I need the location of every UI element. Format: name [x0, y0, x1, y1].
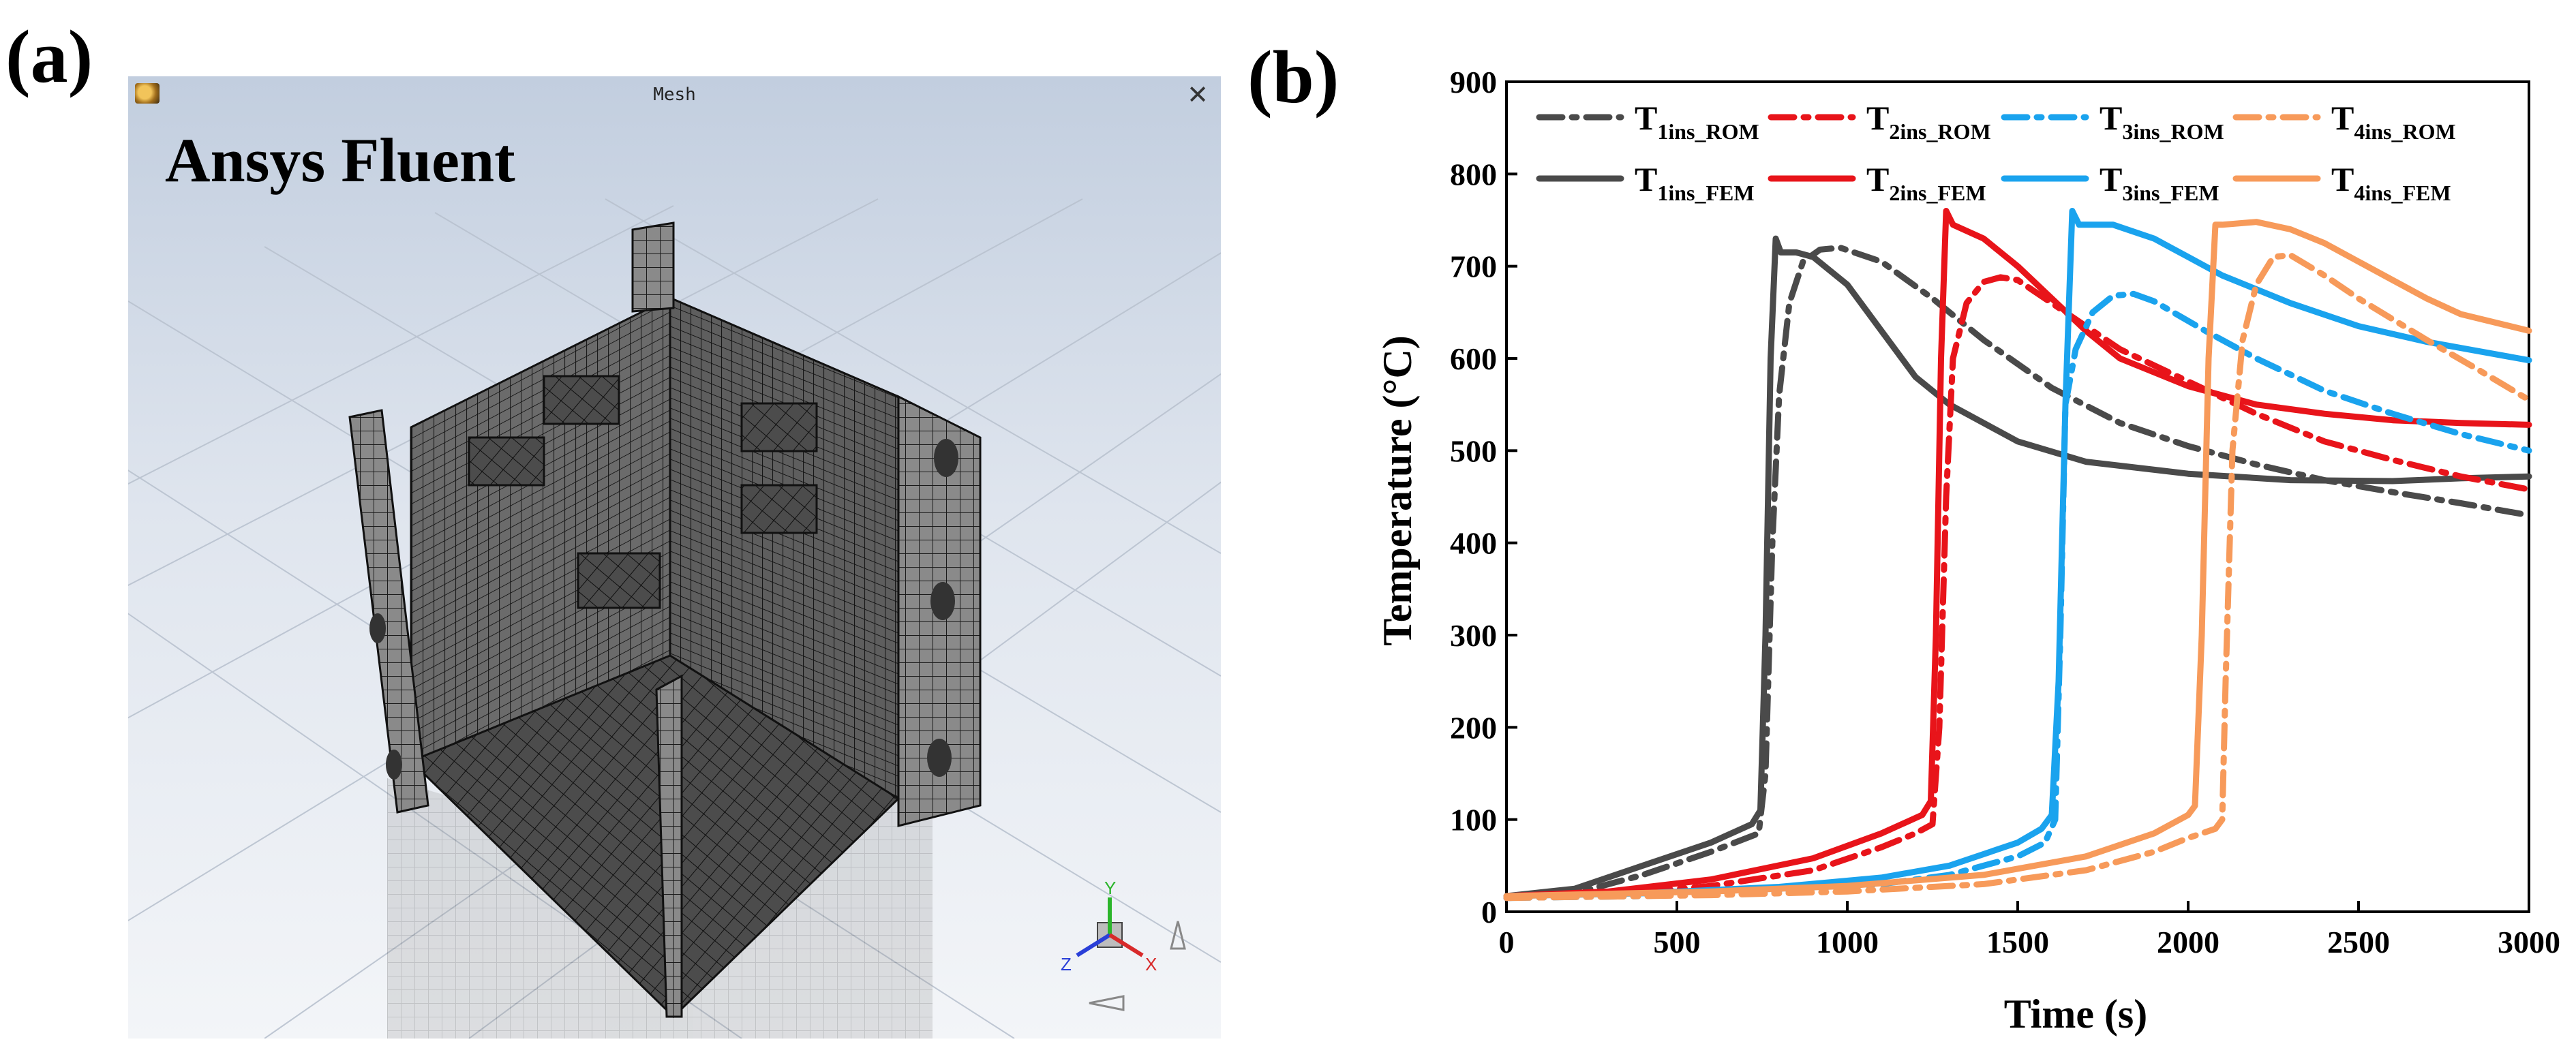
y-tick-label: 400	[1450, 526, 1497, 561]
x-tick-label: 2000	[2157, 925, 2219, 959]
x-tick-label: 3000	[2498, 925, 2560, 959]
legend-entry: T2ins_ROM	[1866, 99, 1991, 144]
legend-entry-base: T	[2331, 160, 2354, 198]
fluent-titlebar[interactable]: Mesh ✕	[128, 76, 1221, 117]
y-tick-label: 200	[1450, 710, 1497, 745]
chart-series-group	[1503, 208, 2532, 902]
legend-entry: T4ins_ROM	[2331, 99, 2456, 144]
legend-entry-base: T	[1866, 160, 1889, 198]
legend-entry-subscript: 4ins_ROM	[2354, 119, 2455, 144]
panel-label-b: (b)	[1247, 35, 1339, 119]
y-tick-label: 800	[1450, 157, 1497, 191]
y-tick-label: 600	[1450, 341, 1497, 376]
plot-frame	[1505, 80, 2530, 913]
legend-entry-subscript: 3ins_ROM	[2122, 119, 2224, 144]
legend-entry: T3ins_FEM	[2100, 160, 2219, 205]
legend-entry-subscript: 2ins_FEM	[1889, 181, 1986, 205]
series-line-t4ins-rom	[1503, 251, 2532, 902]
series-line-t3ins-rom	[1503, 290, 2532, 902]
legend-entry-base: T	[1635, 160, 1657, 198]
legend-entry-base: T	[1866, 99, 1889, 137]
series-line-t1ins-fem	[1503, 235, 2532, 899]
series-line-t1ins-rom	[1503, 245, 2532, 902]
axis-triad-z: Z	[1061, 954, 1072, 974]
temperature-chart: 0 500 1000 1500 2000 2500 3000 0 100 200 300 400 500…	[1375, 65, 2560, 1036]
series-line-t2ins-fem	[1503, 208, 2532, 899]
y-tick-label: 700	[1450, 249, 1497, 284]
axis-triad[interactable]: Y Z X	[1061, 878, 1186, 1011]
legend-entry-base: T	[2100, 99, 2122, 137]
series-line-t4ins-fem	[1503, 219, 2532, 899]
y-tick-label: 300	[1450, 618, 1497, 653]
fluent-brand-label: Ansys Fluent	[165, 125, 515, 195]
legend-entry-subscript: 4ins_FEM	[2354, 181, 2451, 205]
series-line-t3ins-fem	[1503, 208, 2532, 899]
cabinet-mesh	[348, 221, 982, 1019]
x-tick-label: 1500	[1986, 925, 2049, 959]
series-line-t2ins-rom	[1503, 274, 2532, 902]
x-tick-label: 1000	[1816, 925, 1879, 959]
x-tick-label: 0	[1499, 925, 1515, 959]
legend-entry: T1ins_ROM	[1635, 99, 1759, 144]
fluent-window-title: Mesh	[653, 84, 696, 105]
legend-entry-base: T	[2100, 160, 2122, 198]
y-tick-label: 0	[1481, 895, 1497, 929]
y-tick-label: 900	[1450, 65, 1497, 99]
y-axis-label: Temperature (°C)	[1375, 335, 1420, 646]
close-icon[interactable]: ✕	[1187, 80, 1209, 110]
legend-entry: T4ins_FEM	[2331, 160, 2451, 205]
legend-entry-base: T	[2331, 99, 2354, 137]
chart-axes: 0 500 1000 1500 2000 2500 3000 0 100 200 300 400 500…	[1450, 65, 2560, 959]
y-tick-label: 100	[1450, 803, 1497, 837]
legend-entry-base: T	[1635, 99, 1657, 137]
legend-entry-subscript: 2ins_ROM	[1889, 119, 1990, 144]
x-tick-label: 500	[1654, 925, 1701, 959]
fluent-mesh-window: Y Z X Mesh ✕ Ansys Fluent	[128, 76, 1221, 1039]
x-tick-label: 2500	[2327, 925, 2390, 959]
fluent-app-icon	[135, 83, 160, 104]
legend-entry-subscript: 1ins_FEM	[1657, 181, 1754, 205]
legend-entry: T1ins_FEM	[1635, 160, 1755, 205]
x-axis-label: Time (s)	[2004, 991, 2148, 1036]
y-tick-label: 500	[1450, 433, 1497, 468]
axis-triad-x: X	[1145, 954, 1157, 974]
panel-label-a: (a)	[5, 15, 93, 98]
legend-entry-subscript: 1ins_ROM	[1657, 119, 1759, 144]
legend-entry: T2ins_FEM	[1866, 160, 1986, 205]
mesh-viewport[interactable]: Y Z X	[128, 76, 1221, 1039]
chart-legend: T1ins_ROM T2ins_ROM T3ins_ROM T4ins_ROMT1in…	[1536, 99, 2456, 205]
legend-entry-subscript: 3ins_FEM	[2122, 181, 2219, 205]
legend-entry: T3ins_ROM	[2100, 99, 2224, 144]
axis-triad-y: Y	[1104, 878, 1116, 898]
